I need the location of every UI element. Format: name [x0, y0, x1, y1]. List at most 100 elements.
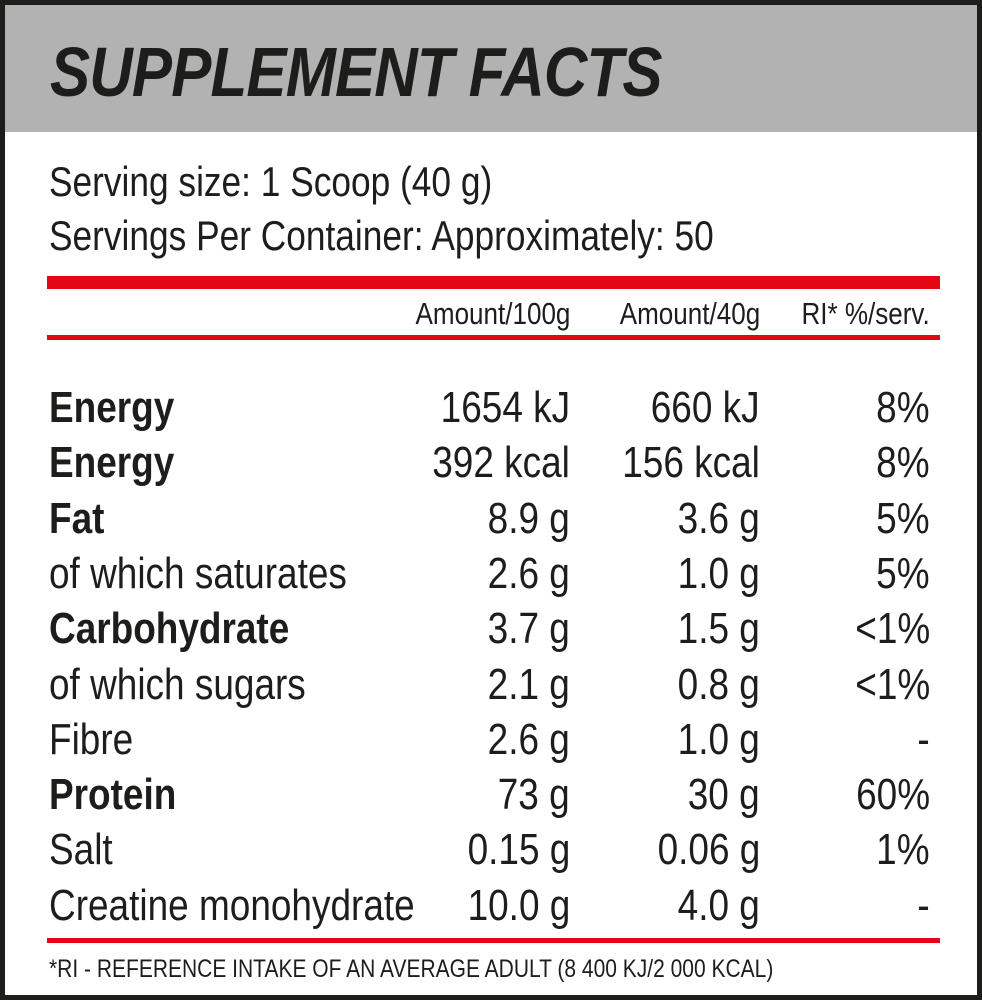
nutrient-row: of which saturates 2.6 g 1.0 g 5%	[0, 546, 982, 601]
ri-percent: -	[915, 878, 930, 933]
nutrient-name-text: of which sugars	[49, 659, 306, 709]
amount-per-40g-text: 660 kJ	[651, 383, 760, 432]
ri-percent: 1%	[866, 822, 930, 877]
amount-per-40g: 1.5 g	[662, 601, 760, 656]
nutrient-name: Salt	[49, 822, 125, 877]
ri-percent: 8%	[866, 435, 930, 490]
column-header-per100: Amount/100g	[386, 296, 570, 332]
serving-size-text: Serving size: 1 Scoop (40 g)	[49, 158, 493, 205]
divider-bottom	[47, 938, 940, 943]
amount-per-40g: 0.8 g	[662, 657, 760, 712]
footnote: *RI - REFERENCE INTAKE OF AN AVERAGE ADU…	[49, 955, 911, 984]
amount-per-100g: 73 g	[484, 767, 570, 822]
amount-per-40g-text: 0.06 g	[657, 825, 760, 875]
column-header-ri-text: RI* %/serv.	[801, 296, 930, 331]
ri-percent-text: <1%	[854, 604, 930, 654]
amount-per-100g-text: 8.9 g	[487, 493, 570, 543]
column-header-ri: RI* %/serv.	[777, 296, 930, 332]
amount-per-100g-text: 3.7 g	[487, 604, 570, 654]
amount-per-100g: 0.15 g	[448, 822, 570, 877]
column-header-per40-text: Amount/40g	[619, 296, 760, 331]
amount-per-100g-text: 392 kcal	[432, 438, 570, 488]
amount-per-40g: 660 kJ	[630, 380, 760, 435]
amount-per-40g: 3.6 g	[662, 491, 760, 546]
amount-per-100g-text: 2.1 g	[487, 659, 570, 709]
ri-percent: <1%	[841, 657, 930, 712]
nutrient-name-text: of which saturates	[49, 548, 347, 598]
amount-per-40g: 156 kcal	[596, 435, 760, 490]
amount-per-100g-text: 73 g	[498, 770, 570, 820]
ri-percent-text: 1%	[876, 825, 930, 875]
nutrient-row: Energy 392 kcal 156 kcal 8%	[0, 435, 982, 490]
amount-per-100g-text: 0.15 g	[467, 825, 570, 875]
nutrient-name-text: Creatine monohydrate	[49, 880, 415, 930]
column-header-per40: Amount/40g	[593, 296, 760, 332]
nutrient-name-text: Protein	[49, 770, 177, 820]
amount-per-100g: 2.6 g	[472, 712, 570, 767]
amount-per-100g: 10.0 g	[448, 878, 570, 933]
amount-per-40g: 1.0 g	[662, 546, 760, 601]
divider-header	[47, 335, 940, 340]
nutrient-name: Carbohydrate	[49, 601, 335, 656]
nutrient-name-text: Salt	[49, 825, 113, 875]
amount-per-100g: 1654 kJ	[416, 380, 570, 435]
ri-percent-text: <1%	[854, 659, 930, 709]
ri-percent-text: 5%	[876, 493, 930, 543]
amount-per-40g-text: 30 g	[688, 770, 760, 820]
amount-per-40g: 0.06 g	[638, 822, 760, 877]
nutrient-row: Salt 0.15 g 0.06 g 1%	[0, 822, 982, 877]
ri-percent: 8%	[866, 380, 930, 435]
nutrient-row: Creatine monohydrate 10.0 g 4.0 g -	[0, 878, 982, 933]
ri-percent: 5%	[866, 491, 930, 546]
servings-per-container: Servings Per Container: Approximately: 5…	[49, 212, 840, 260]
amount-per-100g-text: 2.6 g	[487, 714, 570, 764]
nutrient-name-text: Carbohydrate	[49, 604, 290, 654]
ri-percent: -	[915, 712, 930, 767]
column-header-per100-text: Amount/100g	[415, 296, 570, 331]
nutrient-name-text: Fat	[49, 493, 105, 543]
ri-percent: <1%	[841, 601, 930, 656]
ri-percent: 60%	[842, 767, 930, 822]
nutrient-row: of which sugars 2.1 g 0.8 g <1%	[0, 657, 982, 712]
nutrient-name-text: Fibre	[49, 714, 134, 764]
amount-per-40g: 30 g	[674, 767, 760, 822]
nutrient-name: Protein	[49, 767, 201, 822]
nutrient-name: of which saturates	[49, 546, 404, 601]
nutrient-row: Protein 73 g 30 g 60%	[0, 767, 982, 822]
title-band	[5, 5, 977, 132]
amount-per-40g-text: 0.8 g	[677, 659, 760, 709]
nutrient-name: of which sugars	[49, 657, 355, 712]
amount-per-40g-text: 3.6 g	[677, 493, 760, 543]
amount-per-40g-text: 1.0 g	[677, 548, 760, 598]
amount-per-100g: 3.7 g	[472, 601, 570, 656]
amount-per-40g: 4.0 g	[662, 878, 760, 933]
page-title: SUPPLEMENT FACTS	[50, 33, 663, 111]
amount-per-100g-text: 10.0 g	[467, 880, 570, 930]
amount-per-40g-text: 1.0 g	[677, 714, 760, 764]
serving-size: Serving size: 1 Scoop (40 g)	[49, 158, 577, 206]
footnote-text: *RI - REFERENCE INTAKE OF AN AVERAGE ADU…	[49, 955, 774, 983]
nutrient-row: Carbohydrate 3.7 g 1.5 g <1%	[0, 601, 982, 656]
nutrient-row: Fat 8.9 g 3.6 g 5%	[0, 491, 982, 546]
nutrient-row: Fibre 2.6 g 1.0 g -	[0, 712, 982, 767]
nutrient-name-text: Energy	[49, 438, 175, 488]
amount-per-40g-text: 4.0 g	[677, 880, 760, 930]
ri-percent-text: 60%	[856, 770, 930, 820]
nutrient-name: Energy	[49, 435, 198, 490]
nutrient-name: Fibre	[49, 712, 149, 767]
servings-per-container-text: Servings Per Container: Approximately: 5…	[49, 212, 714, 259]
ri-percent-text: 8%	[876, 383, 930, 432]
ri-percent-text: 5%	[876, 548, 930, 598]
divider-thick	[47, 276, 940, 289]
amount-per-100g: 2.6 g	[472, 546, 570, 601]
nutrient-name: Energy	[49, 380, 198, 435]
amount-per-40g: 1.0 g	[662, 712, 760, 767]
ri-percent-text: -	[917, 880, 930, 930]
amount-per-100g-text: 1654 kJ	[440, 383, 570, 432]
amount-per-40g-text: 1.5 g	[677, 604, 760, 654]
amount-per-40g-text: 156 kcal	[622, 438, 760, 488]
amount-per-100g: 392 kcal	[406, 435, 570, 490]
amount-per-100g: 2.1 g	[472, 657, 570, 712]
nutrient-name: Fat	[49, 491, 115, 546]
